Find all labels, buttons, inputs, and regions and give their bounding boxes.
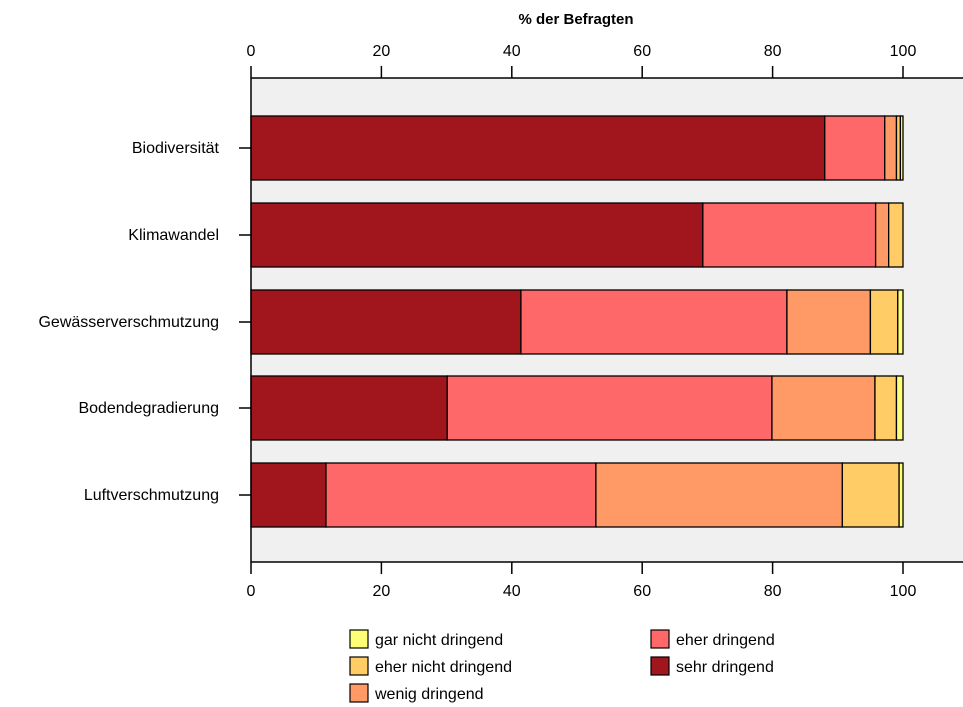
bar-segment — [897, 289, 904, 355]
x-tick-label-bottom: 20 — [373, 583, 391, 600]
bar-segment — [869, 289, 899, 355]
bar-segment — [250, 115, 826, 181]
legend-swatch — [349, 683, 369, 703]
legend-swatch — [650, 629, 670, 649]
x-axis-title: % der Befragten — [518, 11, 633, 28]
bar-segment — [250, 462, 327, 528]
bar-segment — [702, 202, 877, 268]
bar-segment — [250, 202, 704, 268]
bars-group — [250, 115, 904, 528]
y-tick-label: Bodendegradierung — [78, 400, 219, 417]
legend-item: eher nicht dringend — [349, 656, 512, 676]
x-tick-label-bottom: 40 — [503, 583, 521, 600]
legend: gar nicht dringend eher nicht dringend wen… — [349, 629, 775, 703]
legend-item: gar nicht dringend — [349, 629, 503, 649]
x-tick-label-bottom: 100 — [890, 583, 917, 600]
legend-label: sehr dringend — [676, 659, 774, 676]
y-tick-label: Luftverschmutzung — [84, 487, 219, 504]
bar-segment — [786, 289, 872, 355]
bar-segment — [771, 375, 876, 441]
legend-item: wenig dringend — [349, 683, 484, 703]
bar-segment — [874, 202, 890, 268]
bar-segment — [841, 462, 900, 528]
legend-label: wenig dringend — [374, 686, 484, 703]
x-tick-label-bottom: 80 — [764, 583, 782, 600]
x-tick-label-top: 0 — [247, 43, 256, 60]
bar-segment — [446, 375, 773, 441]
x-tick-label-bottom: 60 — [633, 583, 651, 600]
legend-label: eher dringend — [676, 632, 775, 649]
bar-segment — [895, 375, 904, 441]
bar-segment — [898, 462, 904, 528]
x-tick-label-top: 80 — [764, 43, 782, 60]
legend-swatch — [650, 656, 670, 676]
bar-segment — [250, 289, 522, 355]
x-tick-label-top: 40 — [503, 43, 521, 60]
y-tick-label: Klimawandel — [128, 227, 219, 244]
legend-item: sehr dringend — [650, 656, 774, 676]
bar-segment — [824, 115, 886, 181]
legend-label: eher nicht dringend — [375, 659, 512, 676]
bar-segment — [884, 115, 898, 181]
legend-swatch — [349, 629, 369, 649]
legend-swatch — [349, 656, 369, 676]
x-tick-label-top: 60 — [633, 43, 651, 60]
bar-segment — [250, 375, 448, 441]
x-tick-label-top: 100 — [890, 43, 917, 60]
bar-segment — [520, 289, 788, 355]
bar-segment — [888, 202, 904, 268]
y-tick-label: Biodiversität — [132, 140, 220, 157]
legend-label: gar nicht dringend — [375, 632, 503, 649]
bar-segment — [899, 115, 904, 181]
bar-segment — [595, 462, 844, 528]
legend-item: eher dringend — [650, 629, 775, 649]
y-tick-label: Gewässerverschmutzung — [38, 314, 219, 331]
axes-group: 0 0 20 20 40 40 60 60 80 80 100 100 Biodiversität Kli… — [38, 43, 963, 600]
bar-segment — [874, 375, 898, 441]
x-tick-label-bottom: 0 — [247, 583, 256, 600]
x-tick-label-top: 20 — [373, 43, 391, 60]
bar-segment — [325, 462, 597, 528]
